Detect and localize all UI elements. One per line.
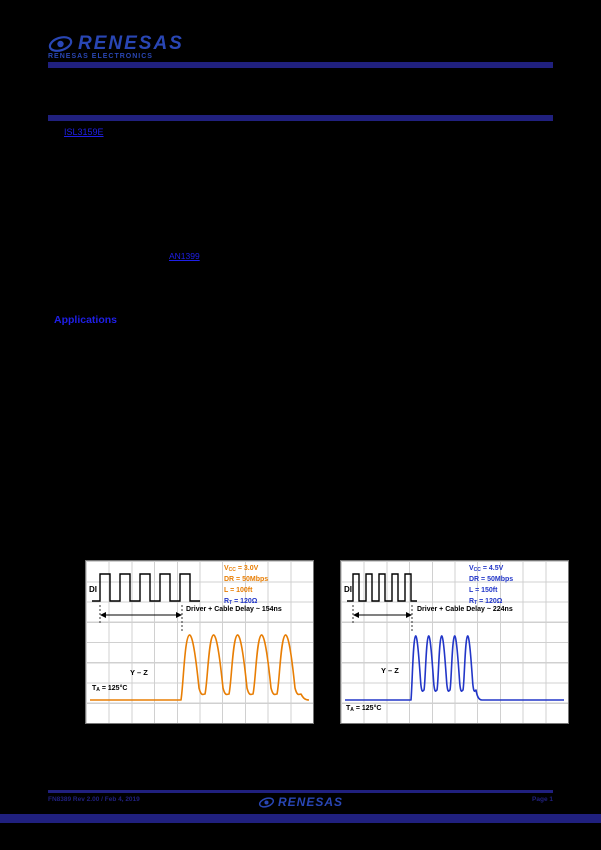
footer-doc-number: FN8389 Rev 2.00 / Feb 4, 2019 xyxy=(48,796,140,803)
temperature-label: TA = 125°C xyxy=(92,685,128,693)
output-signal-label: Y – Z xyxy=(381,666,399,675)
scope-right-traces xyxy=(345,573,564,701)
delay-annotation: Driver + Cable Delay ~ 154ns xyxy=(186,606,282,613)
scope-left-traces xyxy=(90,573,310,701)
condition-line: VCC = 3.0V xyxy=(224,565,259,573)
condition-line: RT = 120Ω xyxy=(224,598,258,606)
logo-tagline: RENESAS ELECTRONICS xyxy=(48,53,153,60)
scope-figure-left: DI VCC = 3.0V DR = 50Mbps L = 100ft RT =… xyxy=(85,560,314,724)
condition-line: DR = 50Mbps xyxy=(469,576,514,583)
footer-divider-bar xyxy=(48,790,553,793)
renesas-wordmark: RENESAS xyxy=(78,33,184,54)
arrowhead-left-icon xyxy=(353,612,359,618)
arrowhead-right-icon xyxy=(176,612,182,618)
title-divider-bar xyxy=(48,115,553,121)
yz-output-trace xyxy=(90,634,310,701)
di-input-trace xyxy=(92,573,200,602)
output-signal-label: Y – Z xyxy=(130,668,148,677)
arrowhead-right-icon xyxy=(406,612,412,618)
input-signal-label: DI xyxy=(344,585,352,594)
scope-figure-right: DI VCC = 4.5V DR = 50Mbps L = 150ft RT =… xyxy=(340,560,569,724)
section-heading: Applications xyxy=(54,314,118,326)
yz-output-trace xyxy=(345,635,564,701)
di-input-trace xyxy=(347,573,417,602)
condition-line: DR = 50Mbps xyxy=(224,576,269,583)
renesas-logo: RENESAS xyxy=(48,33,184,55)
footer-page-number: Page 1 xyxy=(532,796,553,803)
renesas-wordmark: RENESAS xyxy=(277,795,344,809)
condition-line: L = 150ft xyxy=(469,587,498,594)
part-number-link[interactable]: ISL3159E xyxy=(64,127,104,137)
page-bottom-bar xyxy=(0,814,601,823)
footer-renesas-logo: RENESAS xyxy=(258,795,343,809)
test-conditions: VCC = 4.5V DR = 50Mbps L = 150ft RT = 12… xyxy=(469,564,513,608)
condition-line: VCC = 4.5V xyxy=(469,565,504,573)
renesas-logo-mark xyxy=(258,796,274,808)
condition-line: L = 100ft xyxy=(224,587,253,594)
test-conditions: VCC = 3.0V DR = 50Mbps L = 100ft RT = 12… xyxy=(224,564,268,608)
delay-annotation: Driver + Cable Delay ~ 224ns xyxy=(417,606,513,613)
temperature-label: TA = 125°C xyxy=(346,705,382,713)
app-note-link[interactable]: AN1399 xyxy=(169,251,200,261)
input-signal-label: DI xyxy=(89,585,97,594)
header-divider-bar xyxy=(48,62,553,68)
condition-line: RT = 120Ω xyxy=(469,598,503,606)
renesas-logo-mark xyxy=(48,36,73,52)
arrowhead-left-icon xyxy=(100,612,106,618)
